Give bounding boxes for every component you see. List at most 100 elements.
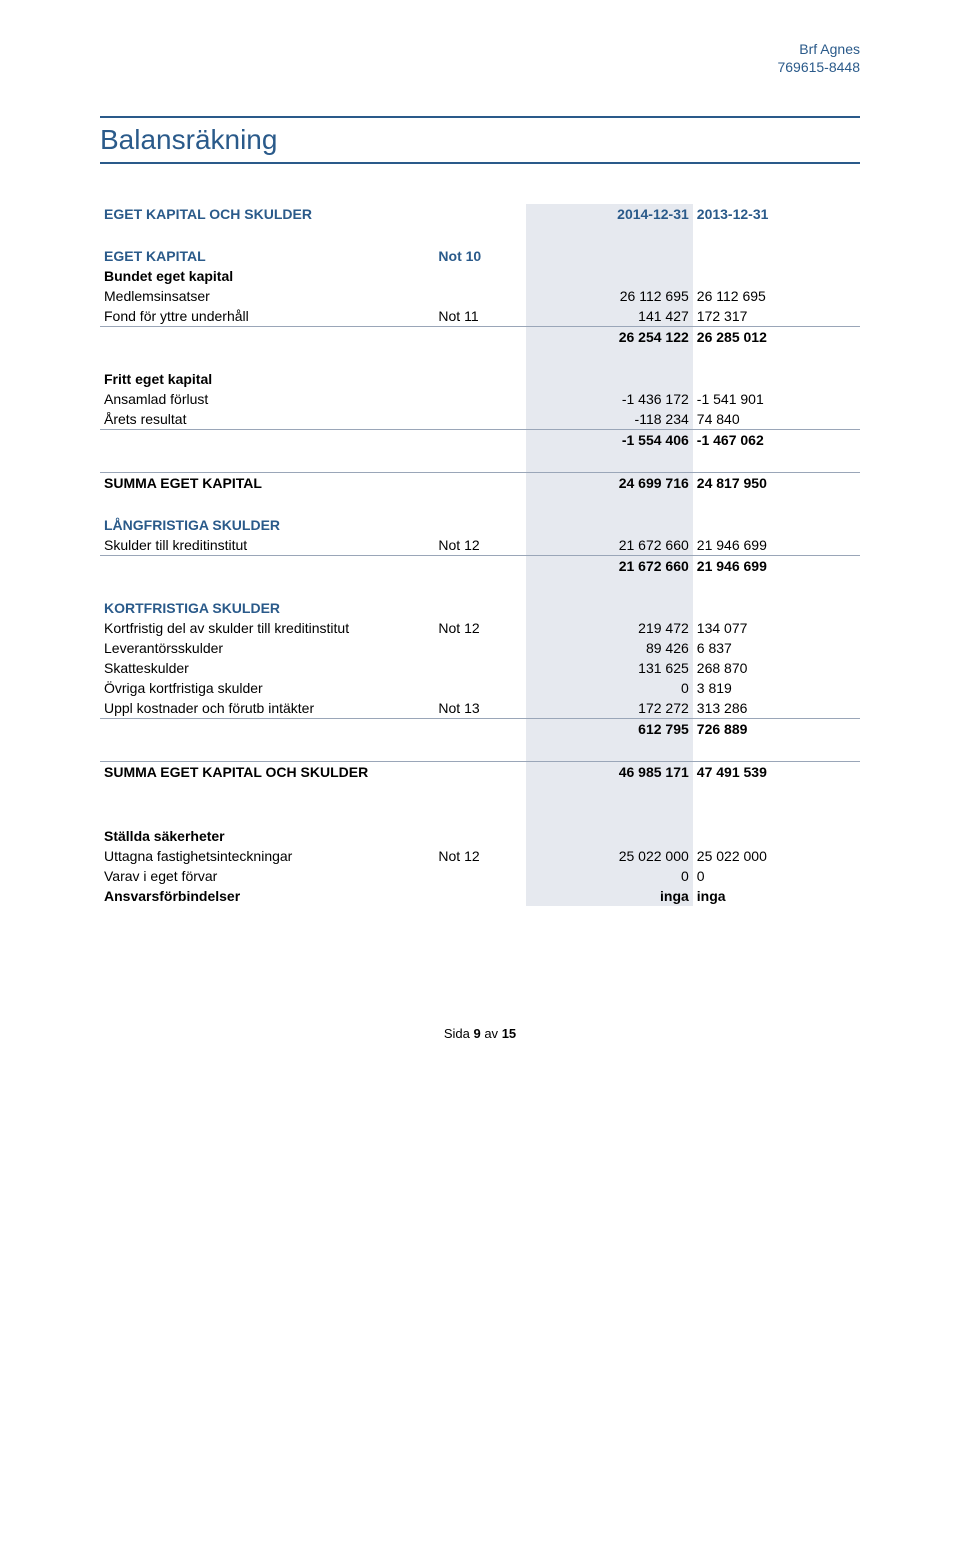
row-y1: 0 [526,678,693,698]
row-y1: 131 625 [526,658,693,678]
row-y1: 26 112 695 [526,286,693,306]
data-row: Leverantörsskulder 89 426 6 837 [100,638,860,658]
row-note: Not 11 [434,306,525,327]
row-label: Kortfristig del av skulder till kreditin… [100,618,434,638]
group-label: Fritt eget kapital [100,369,434,389]
row-note: Not 12 [434,618,525,638]
section-row: KORTFRISTIGA SKULDER [100,598,860,618]
cell-empty [434,204,525,224]
row-y1: 141 427 [526,306,693,327]
data-row: Skulder till kreditinstitut Not 12 21 67… [100,535,860,556]
org-number: 769615-8448 [100,58,860,76]
col-year2: 2013-12-31 [693,204,860,224]
data-row: Medlemsinsatser 26 112 695 26 112 695 [100,286,860,306]
subtotal-y1: 21 672 660 [526,556,693,577]
footer-text: Sida 9 av 15 [444,1026,516,1041]
total-y2: 24 817 950 [693,473,860,494]
row-y1: 172 272 [526,698,693,719]
row-label: Uttagna fastighetsinteckningar [100,846,434,866]
cell-empty [693,246,860,266]
data-row: Kortfristig del av skulder till kreditin… [100,618,860,638]
row-note: Not 12 [434,846,525,866]
col-header-row: EGET KAPITAL OCH SKULDER 2014-12-31 2013… [100,204,860,224]
row-y2: 6 837 [693,638,860,658]
col-year1: 2014-12-31 [526,204,693,224]
row-y2: 21 946 699 [693,535,860,556]
data-row: Fond för yttre underhåll Not 11 141 427 … [100,306,860,327]
subtotal-y1: 612 795 [526,719,693,740]
section-label: KORTFRISTIGA SKULDER [100,598,434,618]
grand-total-y1: 46 985 171 [526,762,693,783]
spacer-row [100,576,860,598]
group-label: Bundet eget kapital [100,266,434,286]
section-row: EGET KAPITAL Not 10 [100,246,860,266]
subtotal-y2: 726 889 [693,719,860,740]
data-row: Årets resultat -118 234 74 840 [100,409,860,430]
org-name: Brf Agnes [100,40,860,58]
row-label: Ansvarsförbindelser [100,886,434,906]
section-note: Not 10 [434,246,525,266]
post-row: Uttagna fastighetsinteckningar Not 12 25… [100,846,860,866]
row-y2: 172 317 [693,306,860,327]
data-row: Uppl kostnader och förutb intäkter Not 1… [100,698,860,719]
row-y2: 313 286 [693,698,860,719]
section-title: EGET KAPITAL OCH SKULDER [100,204,434,224]
row-label: Skatteskulder [100,658,434,678]
section-total-row: SUMMA EGET KAPITAL 24 699 716 24 817 950 [100,473,860,494]
row-y2: -1 541 901 [693,389,860,409]
total-label: SUMMA EGET KAPITAL [100,473,434,494]
row-label: Ansamlad förlust [100,389,434,409]
subtotal-y2: 26 285 012 [693,327,860,348]
subtotal-row: -1 554 406 -1 467 062 [100,430,860,451]
row-label: Årets resultat [100,409,434,430]
row-y1: 21 672 660 [526,535,693,556]
grand-total-y2: 47 491 539 [693,762,860,783]
spacer-row [100,782,860,804]
row-label: Övriga kortfristiga skulder [100,678,434,698]
balance-table: EGET KAPITAL OCH SKULDER 2014-12-31 2013… [100,204,860,906]
row-label: Medlemsinsatser [100,286,434,306]
row-label: Leverantörsskulder [100,638,434,658]
row-y1: 89 426 [526,638,693,658]
row-y2: 134 077 [693,618,860,638]
row-y2: 74 840 [693,409,860,430]
spacer-row [100,493,860,515]
row-note: Not 12 [434,535,525,556]
grand-total-row: SUMMA EGET KAPITAL OCH SKULDER 46 985 17… [100,762,860,783]
data-row: Övriga kortfristiga skulder 0 3 819 [100,678,860,698]
spacer-row [100,804,860,826]
section-label: EGET KAPITAL [100,246,434,266]
row-y2: inga [693,886,860,906]
row-y2: 26 112 695 [693,286,860,306]
subtotal-row: 612 795 726 889 [100,719,860,740]
row-label: Skulder till kreditinstitut [100,535,434,556]
subtotal-row: 26 254 122 26 285 012 [100,327,860,348]
row-y1: -1 436 172 [526,389,693,409]
subtotal-y1: -1 554 406 [526,430,693,451]
subtotal-y1: 26 254 122 [526,327,693,348]
row-label: Uppl kostnader och förutb intäkter [100,698,434,719]
subtotal-y2: -1 467 062 [693,430,860,451]
subtotal-row: 21 672 660 21 946 699 [100,556,860,577]
spacer-row [100,347,860,369]
row-label: Ställda säkerheter [100,826,434,846]
group-header-row: Fritt eget kapital [100,369,860,389]
cell-empty [526,246,693,266]
page-header: Brf Agnes 769615-8448 [100,40,860,76]
row-y1: 0 [526,866,693,886]
row-y2: 3 819 [693,678,860,698]
data-row: Skatteskulder 131 625 268 870 [100,658,860,678]
post-row: Ställda säkerheter [100,826,860,846]
row-label: Fond för yttre underhåll [100,306,434,327]
group-header-row: Bundet eget kapital [100,266,860,286]
row-y2: 268 870 [693,658,860,678]
spacer-row [100,224,860,246]
row-note [434,286,525,306]
row-y2: 25 022 000 [693,846,860,866]
row-y1: inga [526,886,693,906]
section-label: LÅNGFRISTIGA SKULDER [100,515,434,535]
subtotal-y2: 21 946 699 [693,556,860,577]
page-footer: Sida 9 av 15 [100,1026,860,1041]
spacer-row [100,739,860,762]
page-title: Balansräkning [100,116,860,164]
